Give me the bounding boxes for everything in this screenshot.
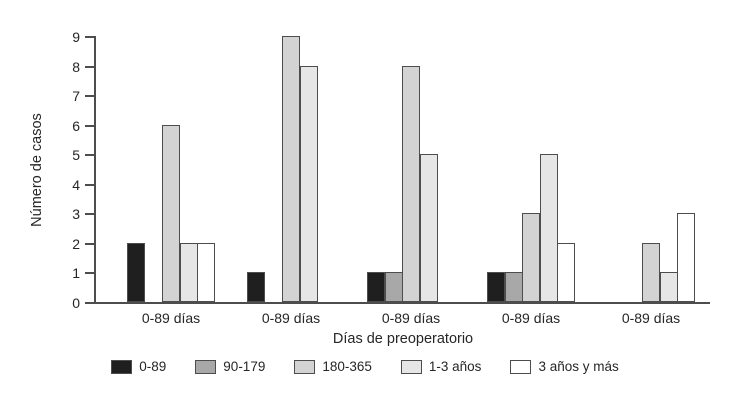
y-tick-label: 7 (72, 88, 80, 104)
bar-0-89-group-2 (247, 272, 265, 302)
y-tick-label: 4 (72, 177, 80, 193)
bar-180-365-group-3 (402, 66, 420, 302)
y-tick-label: 8 (72, 59, 80, 75)
y-tick (85, 184, 94, 186)
legend-swatch (111, 359, 133, 374)
y-tick-label: 3 (72, 206, 80, 222)
bar-90-179-group-4 (505, 272, 523, 302)
legend-swatch (294, 359, 316, 374)
legend-label: 0-89 (139, 359, 167, 374)
legend-swatch (195, 359, 217, 374)
x-category-label: 0-89 días (621, 310, 681, 326)
y-axis-title: Número de casos (29, 113, 45, 227)
bar-0-89-group-4 (487, 272, 505, 302)
y-tick (85, 95, 94, 97)
y-tick (85, 213, 94, 215)
legend-label: 1-3 años (428, 359, 482, 374)
legend: 0-89 90-179 180-365 1-3 años 3 años y más (0, 359, 730, 374)
bar-1-3-años-group-5 (660, 272, 678, 302)
legend-label: 90-179 (223, 359, 266, 374)
x-category-label: 0-89 días (501, 310, 561, 326)
x-axis-title: Días de preoperatorio (332, 331, 474, 347)
bar-1-3-años-group-2 (300, 66, 318, 302)
y-tick-label: 9 (72, 29, 80, 45)
bar-1-3-años-group-3 (420, 154, 438, 302)
x-category-label: 0-89 días (141, 310, 201, 326)
y-tick (85, 154, 94, 156)
bar-0-89-group-1 (127, 243, 145, 302)
legend-swatch (510, 359, 532, 374)
legend-label: 3 años y más (538, 359, 619, 374)
y-tick-label: 5 (72, 147, 80, 163)
bar-3-años-y-más-group-1 (197, 243, 215, 302)
y-tick (85, 36, 94, 38)
bar-3-años-y-más-group-4 (557, 243, 575, 302)
legend-item: 3 años y más (510, 359, 619, 374)
y-tick (85, 66, 94, 68)
bar-90-179-group-3 (385, 272, 403, 302)
x-axis-line (94, 302, 710, 304)
x-category-label: 0-89 días (261, 310, 321, 326)
y-tick-label: 6 (72, 118, 80, 134)
legend-item: 0-89 (111, 359, 166, 374)
bar-0-89-group-3 (367, 272, 385, 302)
y-tick (85, 272, 94, 274)
bar-1-3-años-group-4 (540, 154, 558, 302)
legend-item: 1-3 años (400, 359, 482, 374)
legend-swatch (400, 359, 422, 374)
y-tick-label: 1 (72, 265, 80, 281)
bar-180-365-group-4 (522, 213, 540, 302)
y-tick (85, 243, 94, 245)
legend-item: 180-365 (294, 359, 372, 374)
y-tick-label: 2 (72, 236, 80, 252)
x-category-label: 0-89 días (381, 310, 441, 326)
y-tick (85, 302, 94, 304)
bar-1-3-años-group-1 (180, 243, 198, 302)
bar-180-365-group-2 (282, 36, 300, 302)
y-tick-label: 0 (72, 295, 80, 311)
y-axis-line (94, 36, 96, 303)
bar-3-años-y-más-group-5 (677, 213, 695, 302)
legend-item: 90-179 (195, 359, 265, 374)
bar-180-365-group-1 (162, 125, 180, 302)
bar-180-365-group-5 (642, 243, 660, 302)
y-tick (85, 125, 94, 127)
legend-label: 180-365 (322, 359, 372, 374)
